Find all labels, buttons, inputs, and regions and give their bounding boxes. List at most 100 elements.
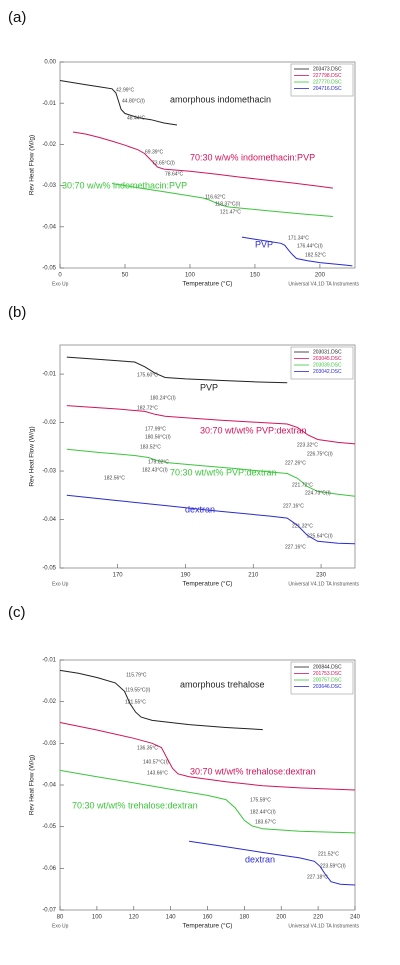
transition-label: 73.65°C(I) (152, 160, 175, 166)
transition-label: 221.32°C (292, 523, 313, 529)
x-tick-label: 100 (185, 273, 196, 279)
x-axis-title: Temperature (°C) (183, 580, 233, 588)
y-axis-title: Rev Heat Flow (W/g) (29, 135, 36, 195)
y-axis-title: Rev Heat Flow (W/g) (29, 755, 36, 815)
transition-label: 223.59°C(I) (320, 863, 346, 869)
transition-label: 179.02°C (148, 459, 169, 465)
curve-label: dextran (245, 854, 275, 864)
transition-label: 227.26°C (285, 460, 306, 466)
legend-label: 203473.DSC (313, 66, 342, 72)
x-axis-title: Temperature (°C) (183, 922, 233, 930)
y-tick-label: -0.05 (42, 566, 56, 572)
curve-label: 30:70 w/w% indomethacin:PVP (62, 180, 187, 190)
transition-label: 121.47°C (220, 209, 241, 215)
transition-label: 182.44°C(I) (250, 809, 276, 815)
x-tick-label: 210 (248, 573, 259, 579)
curve-label: 70:30 wt/wt% trehalose:dextran (72, 800, 198, 810)
curve-label: 30:70 wt/wt% PVP:dextran (200, 425, 307, 435)
curve (111, 183, 333, 217)
curve-label: 30:70 wt/wt% trehalose:dextran (190, 766, 316, 776)
legend-label: 201753.DSC (313, 671, 342, 677)
legend-label: 227770.DSC (313, 79, 342, 85)
curve (66, 356, 288, 384)
legend-label: 203031.DSC (313, 349, 342, 355)
x-tick-label: 220 (313, 915, 324, 921)
footer-right: Universal V4.1D TA Instruments (288, 581, 359, 587)
y-axis-title: Rev Heat Flow (W/g) (29, 426, 36, 486)
y-tick-label: -0.04 (42, 224, 56, 230)
y-tick-label: -0.07 (42, 908, 56, 914)
transition-label: 182.43°C(I) (142, 467, 168, 473)
plot-frame (59, 61, 356, 269)
curve-label: amorphous indomethacin (170, 94, 271, 104)
legend-label: 204716.DSC (313, 86, 342, 92)
curve-label: 70:30 w/w% indomethacin:PVP (190, 152, 315, 162)
curve-label: PVP (255, 239, 273, 249)
panel-label: (a) (8, 9, 26, 26)
plot-frame (59, 659, 356, 911)
y-tick-label: -0.01 (42, 101, 56, 107)
curve (59, 722, 356, 791)
curve (66, 448, 356, 497)
x-tick-label: 150 (250, 273, 261, 279)
transition-label: 115.79°C (126, 672, 147, 678)
curve (72, 131, 333, 189)
transition-label: 226.75°C(I) (307, 451, 333, 457)
transition-label: 175.60°C (137, 372, 158, 378)
transition-label: 177.99°C (145, 426, 166, 432)
transition-label: 176.44°C(I) (297, 243, 323, 249)
x-tick-label: 230 (316, 573, 327, 579)
transition-label: 227.16°C (285, 544, 306, 550)
transition-label: 69.39°C (145, 149, 164, 155)
transition-label: 182.56°C (104, 475, 125, 481)
curve (59, 80, 178, 126)
curve (59, 669, 263, 731)
transition-label: 140.57°C(I) (143, 759, 169, 765)
y-tick-label: -0.05 (42, 824, 56, 830)
legend-label: 203646.DSC (313, 684, 342, 690)
curve (59, 769, 356, 834)
curve-label: dextran (185, 504, 215, 514)
transition-label: 44.80°C(I) (122, 98, 145, 104)
legend-label: 203039.DSC (313, 362, 342, 368)
panel-label: (c) (8, 604, 26, 621)
y-tick-label: -0.03 (42, 741, 56, 747)
footer-left: Exo Up (52, 281, 69, 287)
transition-label: 171.34°C (288, 235, 309, 241)
x-tick-label: 240 (350, 915, 361, 921)
y-tick-label: -0.02 (42, 420, 56, 426)
x-axis-title: Temperature (°C) (183, 280, 233, 288)
transition-label: 221.72°C (292, 482, 313, 488)
transition-label: 183.67°C (255, 819, 276, 825)
transition-label: 182.72°C (137, 405, 158, 411)
y-tick-label: 0.00 (44, 60, 56, 66)
x-tick-label: 120 (129, 915, 140, 921)
plot-frame (59, 344, 356, 569)
curve-label: PVP (200, 382, 218, 392)
y-tick-label: -0.06 (42, 866, 56, 872)
x-tick-label: 190 (180, 573, 191, 579)
footer-right: Universal V4.1D TA Instruments (288, 923, 359, 929)
x-tick-label: 80 (57, 915, 64, 921)
x-tick-label: 0 (58, 273, 62, 279)
y-tick-label: -0.02 (42, 142, 56, 148)
transition-label: 143.66°C (147, 770, 168, 776)
legend-label: 203045.DSC (313, 356, 342, 362)
transition-label: 183.52°C (140, 444, 161, 450)
curve (189, 840, 356, 886)
y-tick-label: -0.03 (42, 469, 56, 475)
x-tick-label: 170 (113, 573, 124, 579)
y-tick-label: -0.04 (42, 783, 56, 789)
legend-label: 203042.DSC (313, 369, 342, 375)
footer-left: Exo Up (52, 923, 69, 929)
transition-label: 227.16°C (283, 503, 304, 509)
curve-label: amorphous trehalose (180, 679, 265, 689)
y-tick-label: -0.05 (42, 266, 56, 272)
transition-label: 136.35°C (137, 745, 158, 751)
transition-label: 78.64°C (165, 171, 184, 177)
transition-label: 221.52°C (318, 851, 339, 857)
transition-label: 180.56°C(I) (145, 434, 171, 440)
curve-label: 70:30 wt/wt% PVP:dextran (170, 467, 277, 477)
